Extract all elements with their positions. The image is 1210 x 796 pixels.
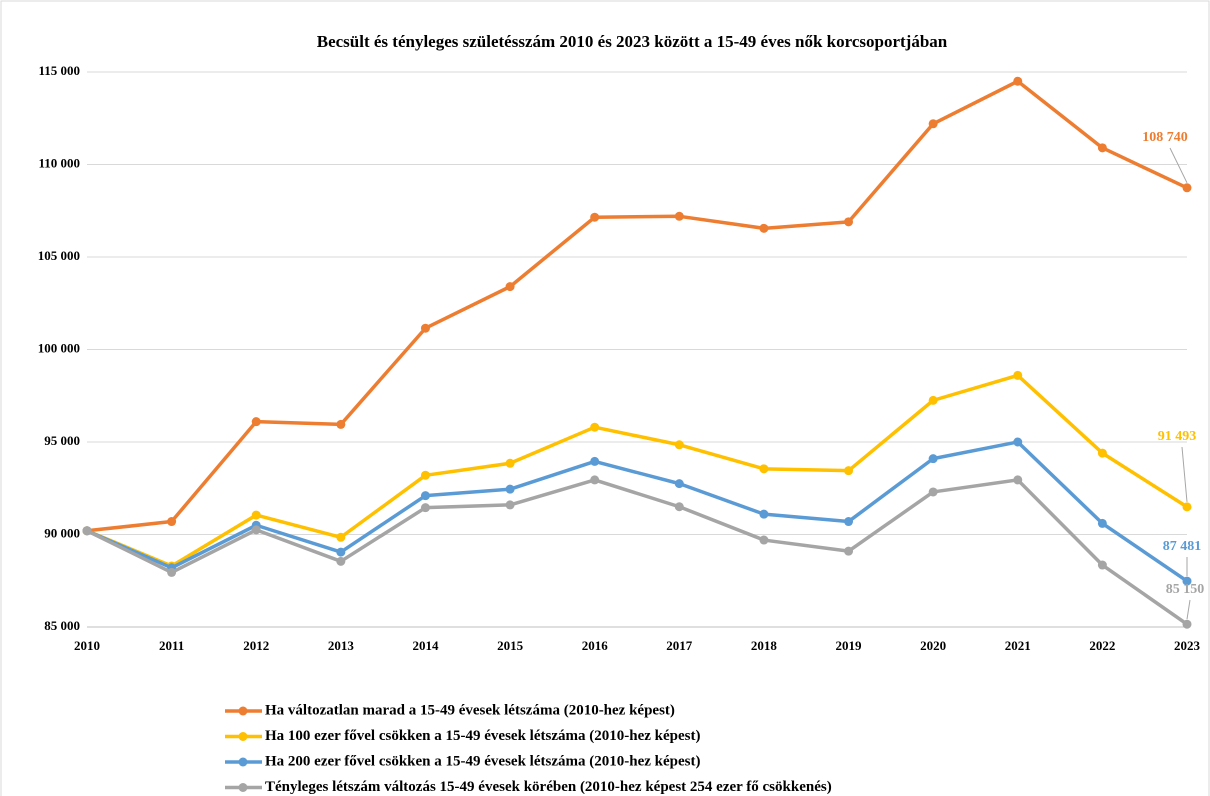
point [505, 458, 515, 468]
x-tick-label: 2013 [328, 638, 355, 653]
point [844, 217, 854, 227]
point [336, 419, 346, 429]
point [1182, 619, 1192, 629]
point [590, 212, 600, 222]
point [505, 500, 515, 510]
point [1182, 502, 1192, 512]
point [674, 211, 684, 221]
point [1013, 76, 1023, 86]
x-tick-label: 2018 [751, 638, 778, 653]
leader-line [1186, 599, 1191, 620]
series-line [86, 373, 1188, 568]
leader-line [1181, 446, 1188, 502]
point [844, 466, 854, 476]
point [420, 470, 430, 480]
point [336, 556, 346, 566]
point [674, 502, 684, 512]
x-tick-label: 2020 [920, 638, 946, 653]
point [674, 479, 684, 489]
point [759, 509, 769, 519]
y-tick-label: 110 000 [38, 155, 80, 170]
x-tick-label: 2021 [1005, 638, 1031, 653]
point [420, 491, 430, 501]
data-label: 108 740 [1142, 130, 1188, 145]
y-tick-label: 90 000 [44, 525, 80, 540]
x-tick-label: 2014 [412, 638, 439, 653]
point [82, 526, 92, 536]
data-label: 87 481 [1163, 539, 1202, 554]
legend-marker [238, 783, 248, 792]
legend-label: Tényleges létszám változás 15-49 évesek … [265, 779, 832, 795]
y-tick-label: 85 000 [44, 618, 80, 633]
point [336, 532, 346, 542]
legend-label: Ha változatlan marad a 15-49 évesek léts… [265, 702, 675, 718]
point [1013, 475, 1023, 485]
point [759, 464, 769, 474]
point [928, 454, 938, 464]
x-tick-label: 2015 [497, 638, 524, 653]
point [928, 487, 938, 497]
point [1097, 143, 1107, 153]
point [674, 440, 684, 450]
point [251, 417, 261, 427]
point [928, 119, 938, 129]
point [590, 456, 600, 466]
point [590, 475, 600, 485]
x-tick-label: 2011 [159, 638, 184, 653]
x-tick-label: 2012 [243, 638, 269, 653]
point [167, 517, 177, 527]
point [251, 510, 261, 520]
x-tick-label: 2017 [666, 638, 693, 653]
point [336, 547, 346, 557]
point [251, 525, 261, 535]
y-tick-label: 105 000 [38, 248, 80, 263]
y-tick-label: 100 000 [38, 340, 80, 355]
point [1182, 576, 1192, 586]
legend-marker [238, 732, 248, 741]
y-tick-label: 95 000 [44, 433, 80, 448]
legend-marker [238, 757, 248, 767]
series-line [86, 440, 1188, 583]
point [420, 503, 430, 513]
point [1013, 437, 1023, 447]
point [1013, 370, 1023, 380]
point [844, 546, 854, 556]
legend-label: Ha 200 ezer fővel csökken a 15-49 évesek… [265, 753, 700, 769]
point [928, 395, 938, 405]
point [1097, 560, 1107, 570]
point [1097, 448, 1107, 458]
data-label: 85 150 [1166, 582, 1205, 597]
series-line [86, 478, 1189, 626]
point [759, 223, 769, 233]
legend-label: Ha 100 ezer fővel csökken a 15-49 évesek… [265, 728, 700, 744]
chart-title: Becsült és tényleges születésszám 2010 é… [317, 32, 948, 51]
x-tick-label: 2019 [836, 638, 863, 653]
data-label: 91 493 [1158, 429, 1197, 444]
x-tick-label: 2023 [1174, 638, 1201, 653]
x-tick-label: 2010 [74, 638, 100, 653]
leader-line [1169, 147, 1188, 184]
point [1097, 518, 1107, 528]
x-tick-label: 2016 [582, 638, 609, 653]
point [420, 323, 430, 333]
point [505, 484, 515, 494]
point [505, 282, 515, 292]
point [167, 567, 177, 577]
point [590, 422, 600, 432]
series-line [86, 79, 1188, 533]
x-tick-label: 2022 [1089, 638, 1115, 653]
y-tick-label: 115 000 [38, 63, 80, 78]
point [1182, 183, 1192, 193]
legend-marker [238, 706, 248, 716]
point [759, 535, 769, 545]
point [844, 517, 854, 527]
